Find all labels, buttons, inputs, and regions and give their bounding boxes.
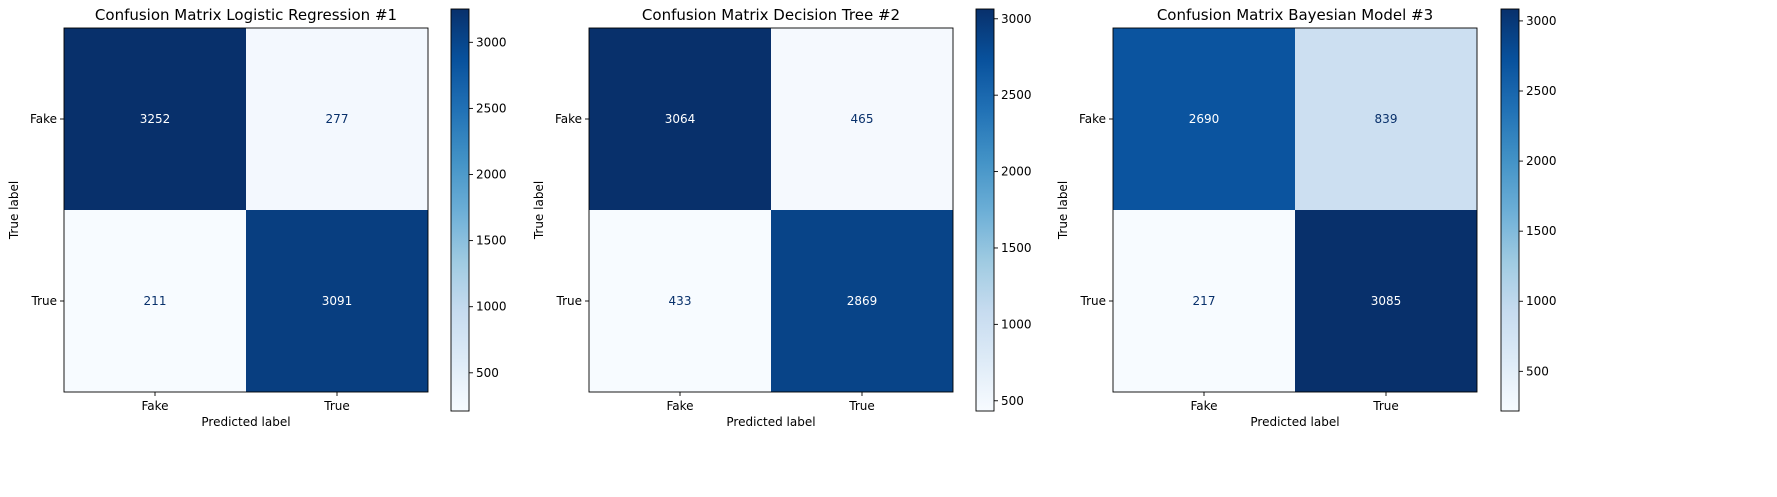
x-tick-label: Fake xyxy=(141,399,168,413)
colorbar-tick-label: 2000 xyxy=(1526,154,1557,168)
plot-frame xyxy=(63,27,429,393)
heatmap-cell xyxy=(1295,210,1477,392)
colorbar-tick-label: 1500 xyxy=(1001,241,1032,255)
chart-title: Confusion Matrix Decision Tree #2 xyxy=(642,6,900,24)
colorbar-tick-label: 500 xyxy=(1526,364,1549,378)
cell-value-label: 3085 xyxy=(1371,294,1402,308)
x-tick-label: True xyxy=(848,399,875,413)
x-tick-label: True xyxy=(323,399,350,413)
chart-title: Confusion Matrix Bayesian Model #3 xyxy=(1157,6,1433,24)
colorbar-tick-label: 1000 xyxy=(1001,317,1032,331)
plot-frame xyxy=(1112,27,1478,393)
y-axis-label: True label xyxy=(7,181,21,240)
y-tick-label: True xyxy=(31,294,58,308)
chart-title: Confusion Matrix Logistic Regression #1 xyxy=(95,6,397,24)
heatmap-cell xyxy=(589,28,771,210)
x-tick-label: True xyxy=(1372,399,1399,413)
cell-value-label: 2869 xyxy=(847,294,878,308)
heatmap-cell xyxy=(1295,28,1477,210)
colorbar xyxy=(1500,8,1520,412)
heatmap-cell xyxy=(1113,210,1295,392)
colorbar-tick-label: 500 xyxy=(476,366,499,380)
cell-value-label: 217 xyxy=(1193,294,1216,308)
x-tick-label: Fake xyxy=(666,399,693,413)
colorbar-tick-label: 2000 xyxy=(476,168,507,182)
confusion-matrix-panel-3: Confusion Matrix Bayesian Model #3 2690 83… xyxy=(1056,6,1557,429)
heatmap-cell xyxy=(771,210,953,392)
cell-value-label: 211 xyxy=(144,294,167,308)
x-axis-label: Predicted label xyxy=(726,415,815,429)
colorbar-tick-label: 1000 xyxy=(1526,294,1557,308)
x-axis-label: Predicted label xyxy=(1250,415,1339,429)
colorbar-tick-label: 3000 xyxy=(476,35,507,49)
x-tick-label: Fake xyxy=(1190,399,1217,413)
heatmap-cell xyxy=(64,28,246,210)
y-tick-label: Fake xyxy=(30,112,57,126)
y-tick-label: True xyxy=(556,294,583,308)
confusion-matrix-panel-1: Confusion Matrix Logistic Regression #1 3… xyxy=(7,6,507,429)
colorbar xyxy=(975,8,995,412)
x-axis-label: Predicted label xyxy=(201,415,290,429)
confusion-matrix-panel-2: Confusion Matrix Decision Tree #2 3064 465… xyxy=(532,6,1032,429)
colorbar-tick-label: 1000 xyxy=(476,300,507,314)
cell-value-label: 3091 xyxy=(322,294,353,308)
colorbar-tick-label: 500 xyxy=(1001,394,1024,408)
heatmap-cell xyxy=(589,210,771,392)
colorbar-tick-label: 1500 xyxy=(476,234,507,248)
heatmap-cell xyxy=(771,28,953,210)
heatmap-cell xyxy=(1113,28,1295,210)
cell-value-label: 839 xyxy=(1375,112,1398,126)
colorbar xyxy=(450,8,470,412)
y-tick-label: True xyxy=(1080,294,1107,308)
colorbar-tick-label: 3000 xyxy=(1001,12,1032,26)
heatmap-cell xyxy=(246,28,428,210)
colorbar-tick-label: 1500 xyxy=(1526,224,1557,238)
heatmap-cell xyxy=(246,210,428,392)
y-axis-label: True label xyxy=(532,181,546,240)
cell-value-label: 433 xyxy=(669,294,692,308)
cell-value-label: 3064 xyxy=(665,112,696,126)
colorbar-tick-label: 2500 xyxy=(1526,84,1557,98)
colorbar-tick-label: 2500 xyxy=(1001,88,1032,102)
cell-value-label: 3252 xyxy=(140,112,171,126)
heatmap-cell xyxy=(64,210,246,392)
cell-value-label: 465 xyxy=(851,112,874,126)
plot-frame xyxy=(588,27,954,393)
y-tick-label: Fake xyxy=(1079,112,1106,126)
cell-value-label: 2690 xyxy=(1189,112,1220,126)
y-axis-label: True label xyxy=(1056,181,1070,240)
colorbar-tick-label: 3000 xyxy=(1526,14,1557,28)
colorbar-tick-label: 2500 xyxy=(476,101,507,115)
y-tick-label: Fake xyxy=(555,112,582,126)
cell-value-label: 277 xyxy=(326,112,349,126)
colorbar-tick-label: 2000 xyxy=(1001,165,1032,179)
